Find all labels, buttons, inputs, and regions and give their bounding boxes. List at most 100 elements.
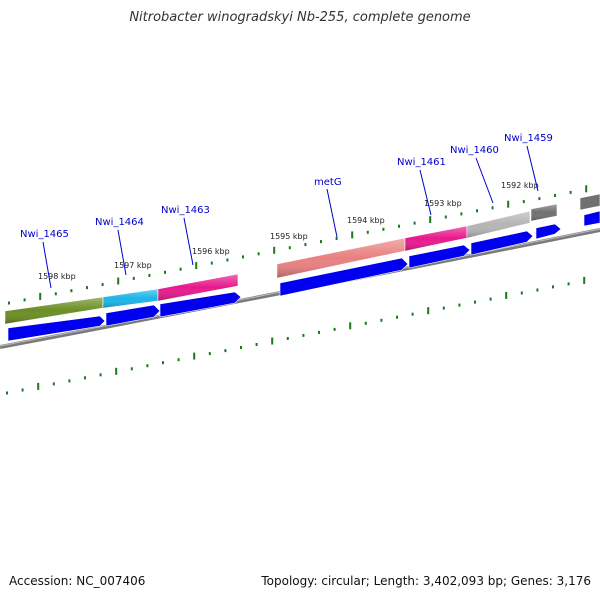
outer-minor-tick [8, 301, 10, 305]
inner-minor-tick [458, 303, 461, 307]
outer-major-tick [273, 246, 276, 254]
scale-label-1597: 1597 kbp [114, 261, 152, 270]
outer-major-tick [429, 216, 432, 224]
outer-minor-tick [23, 298, 26, 302]
inner-major-tick [115, 367, 118, 375]
gene-label-nwi-1464[interactable]: Nwi_1464 [95, 217, 144, 228]
outer-minor-tick [554, 194, 556, 197]
inner-minor-tick [364, 321, 367, 325]
outer-minor-tick [86, 286, 88, 290]
outer-minor-tick [444, 215, 447, 219]
inner-minor-tick [208, 352, 211, 356]
outer-minor-tick [257, 252, 260, 256]
inner-minor-tick [162, 361, 164, 365]
outer-minor-tick [538, 197, 541, 201]
outer-minor-tick [164, 270, 166, 274]
gene-label-nwi-1465[interactable]: Nwi_1465 [20, 229, 69, 240]
inner-minor-tick [411, 312, 414, 316]
label-leaders [42, 145, 539, 289]
inner-minor-tick [302, 333, 305, 337]
cds-arrow-nwi-1461[interactable] [408, 244, 471, 269]
outer-major-tick [351, 231, 354, 239]
outer-major-tick [39, 292, 42, 300]
inner-minor-tick [333, 327, 336, 331]
leader-nwi-1464 [117, 229, 127, 276]
gene-bar-shade [158, 274, 238, 301]
leader-nwi-1461 [419, 169, 432, 216]
outer-minor-tick [491, 206, 494, 210]
inner-minor-tick [6, 391, 8, 395]
inner-minor-tick [84, 376, 86, 380]
inner-minor-tick [130, 367, 133, 371]
outer-minor-tick [101, 283, 104, 287]
inner-minor-tick [536, 288, 539, 292]
gene-label-metg[interactable]: metG [314, 177, 342, 188]
inner-minor-tick [520, 291, 523, 295]
leader-nwi-1460 [475, 157, 494, 204]
cds-arrow-nwi-1460[interactable] [470, 230, 534, 256]
inner-minor-tick [286, 337, 289, 340]
gene-bar-offscreen[interactable] [579, 193, 600, 211]
cds-arrow-nwi-1464[interactable] [105, 304, 161, 327]
scale-label-1598: 1598 kbp [38, 272, 76, 281]
gene-bar-shade [467, 211, 530, 238]
inner-minor-tick [68, 379, 71, 383]
cds-arrow-offscreen[interactable] [583, 210, 600, 227]
cds-arrow-nwi-1463[interactable] [159, 291, 242, 318]
outer-minor-tick [242, 255, 244, 259]
outer-minor-tick [476, 209, 478, 213]
inner-minor-tick [474, 300, 476, 304]
cds-arrow-metg[interactable] [279, 257, 409, 297]
inner-minor-tick [146, 364, 149, 368]
inner-minor-tick [255, 343, 258, 346]
outer-minor-tick [210, 261, 213, 265]
scale-label-1594: 1594 kbp [347, 216, 385, 225]
gene-label-nwi-1459[interactable]: Nwi_1459 [504, 133, 553, 144]
scale-label-1593: 1593 kbp [424, 199, 462, 208]
outer-major-tick [117, 277, 120, 285]
inner-minor-tick [177, 358, 180, 362]
outer-minor-tick [382, 227, 385, 231]
outer-minor-tick [288, 246, 291, 250]
outer-minor-tick [569, 190, 572, 194]
outer-minor-tick [148, 273, 151, 277]
outer-minor-tick [70, 289, 73, 293]
inner-minor-tick [240, 346, 242, 349]
gene-bar-shade [103, 289, 158, 308]
scale-label-1592: 1592 kbp [501, 181, 539, 190]
gene-label-nwi-1460[interactable]: Nwi_1460 [450, 145, 499, 156]
inner-major-tick [505, 292, 508, 299]
outer-minor-tick [398, 224, 400, 228]
accession-text: Accession: NC_007406 [9, 574, 146, 588]
inner-major-tick [193, 352, 196, 360]
outer-minor-tick [335, 237, 338, 240]
outer-minor-tick [460, 212, 463, 216]
forward-track [7, 210, 600, 342]
map-title: Nitrobacter winogradskyi Nb-255, complet… [129, 10, 471, 25]
outer-major-tick [585, 185, 588, 193]
gene-bar-shade [405, 226, 467, 251]
gene-label-nwi-1461[interactable]: Nwi_1461 [397, 157, 446, 168]
leader-nwi-1463 [183, 217, 194, 266]
inner-major-tick [427, 307, 430, 315]
inner-major-tick [583, 276, 586, 284]
tick-row-inner [6, 276, 586, 395]
inner-minor-tick [489, 297, 492, 301]
cds-arrow-nwi-1459[interactable] [535, 223, 562, 240]
inner-minor-tick [52, 382, 55, 386]
inner-minor-tick [21, 388, 24, 392]
outer-minor-tick [179, 267, 182, 271]
scale-label-1596: 1596 kbp [192, 247, 230, 256]
inner-major-tick [271, 337, 274, 345]
inner-minor-tick [442, 306, 445, 310]
genome-summary: Topology: circular; Length: 3,402,093 bp… [261, 574, 591, 588]
outer-minor-tick [54, 292, 57, 296]
cds-arrow-nwi-1465[interactable] [7, 315, 106, 342]
inner-minor-tick [99, 373, 102, 377]
inner-minor-tick [380, 318, 383, 322]
inner-minor-tick [224, 349, 227, 353]
inner-minor-tick [552, 285, 554, 289]
inner-major-tick [37, 382, 40, 390]
gene-label-nwi-1463[interactable]: Nwi_1463 [161, 205, 210, 216]
